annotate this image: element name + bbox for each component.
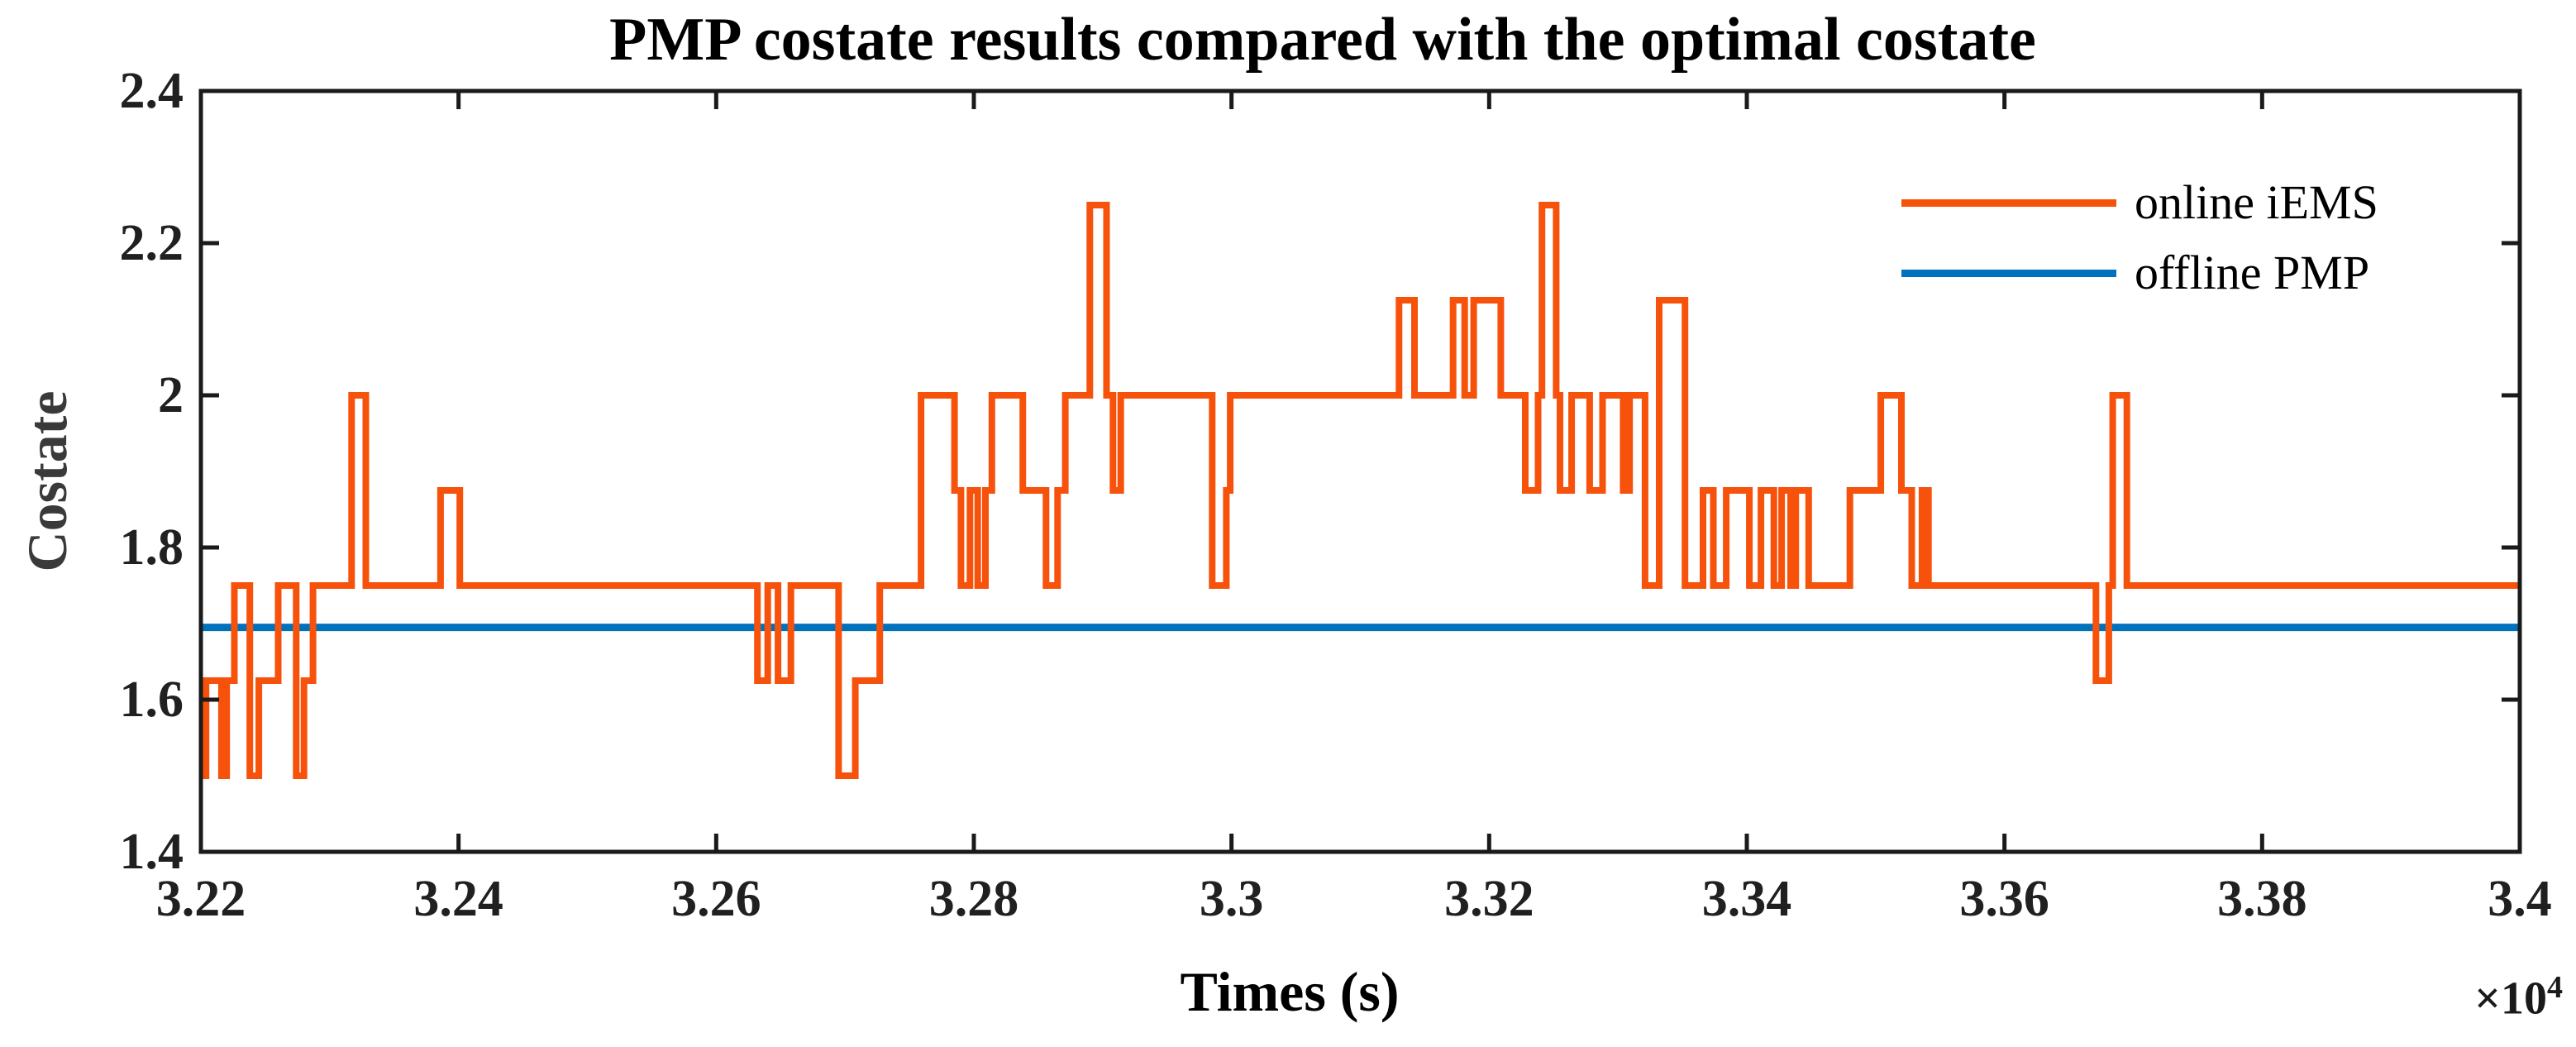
- x-axis-exponent-base: ×10: [2474, 973, 2547, 1025]
- x-tick-label: 3.32: [1444, 871, 1534, 927]
- x-tick-label: 3.22: [155, 871, 246, 927]
- x-tick-label: 3.24: [413, 871, 503, 927]
- x-tick-label: 3.3: [1199, 871, 1264, 927]
- legend-line-offline-pmp: [1901, 270, 2116, 277]
- y-tick-label: 2.4: [119, 63, 184, 119]
- x-axis-label: Times (s): [1180, 960, 1400, 1023]
- online-iems-line: [201, 202, 2520, 779]
- legend-label-offline-pmp: offline PMP: [2135, 246, 2370, 299]
- x-axis-exponent-power: 4: [2547, 970, 2563, 1005]
- chart-title: PMP costate results compared with the op…: [609, 6, 2036, 74]
- y-axis-label: Costate: [16, 390, 79, 572]
- x-tick-label: 3.36: [1959, 871, 2049, 927]
- y-tick-label: 1.6: [119, 672, 184, 728]
- y-tick-label: 2.2: [119, 215, 184, 271]
- y-tick-label: 1.4: [119, 824, 184, 880]
- axes-box: [198, 88, 2522, 854]
- x-tick-label: 3.26: [671, 871, 761, 927]
- x-tick-label: 3.34: [1701, 871, 1792, 927]
- y-tick-label: 1.8: [119, 519, 184, 576]
- legend-line-online-iems: [1901, 199, 2116, 207]
- x-axis-exponent-label: ×104: [2373, 969, 2563, 1025]
- x-tick-label: 3.38: [2217, 871, 2307, 927]
- x-tick-label: 3.28: [928, 871, 1019, 927]
- y-tick-label: 2: [158, 367, 184, 423]
- x-tick-label: 3.4: [2488, 871, 2552, 927]
- legend-label-online-iems: online iEMS: [2135, 175, 2378, 229]
